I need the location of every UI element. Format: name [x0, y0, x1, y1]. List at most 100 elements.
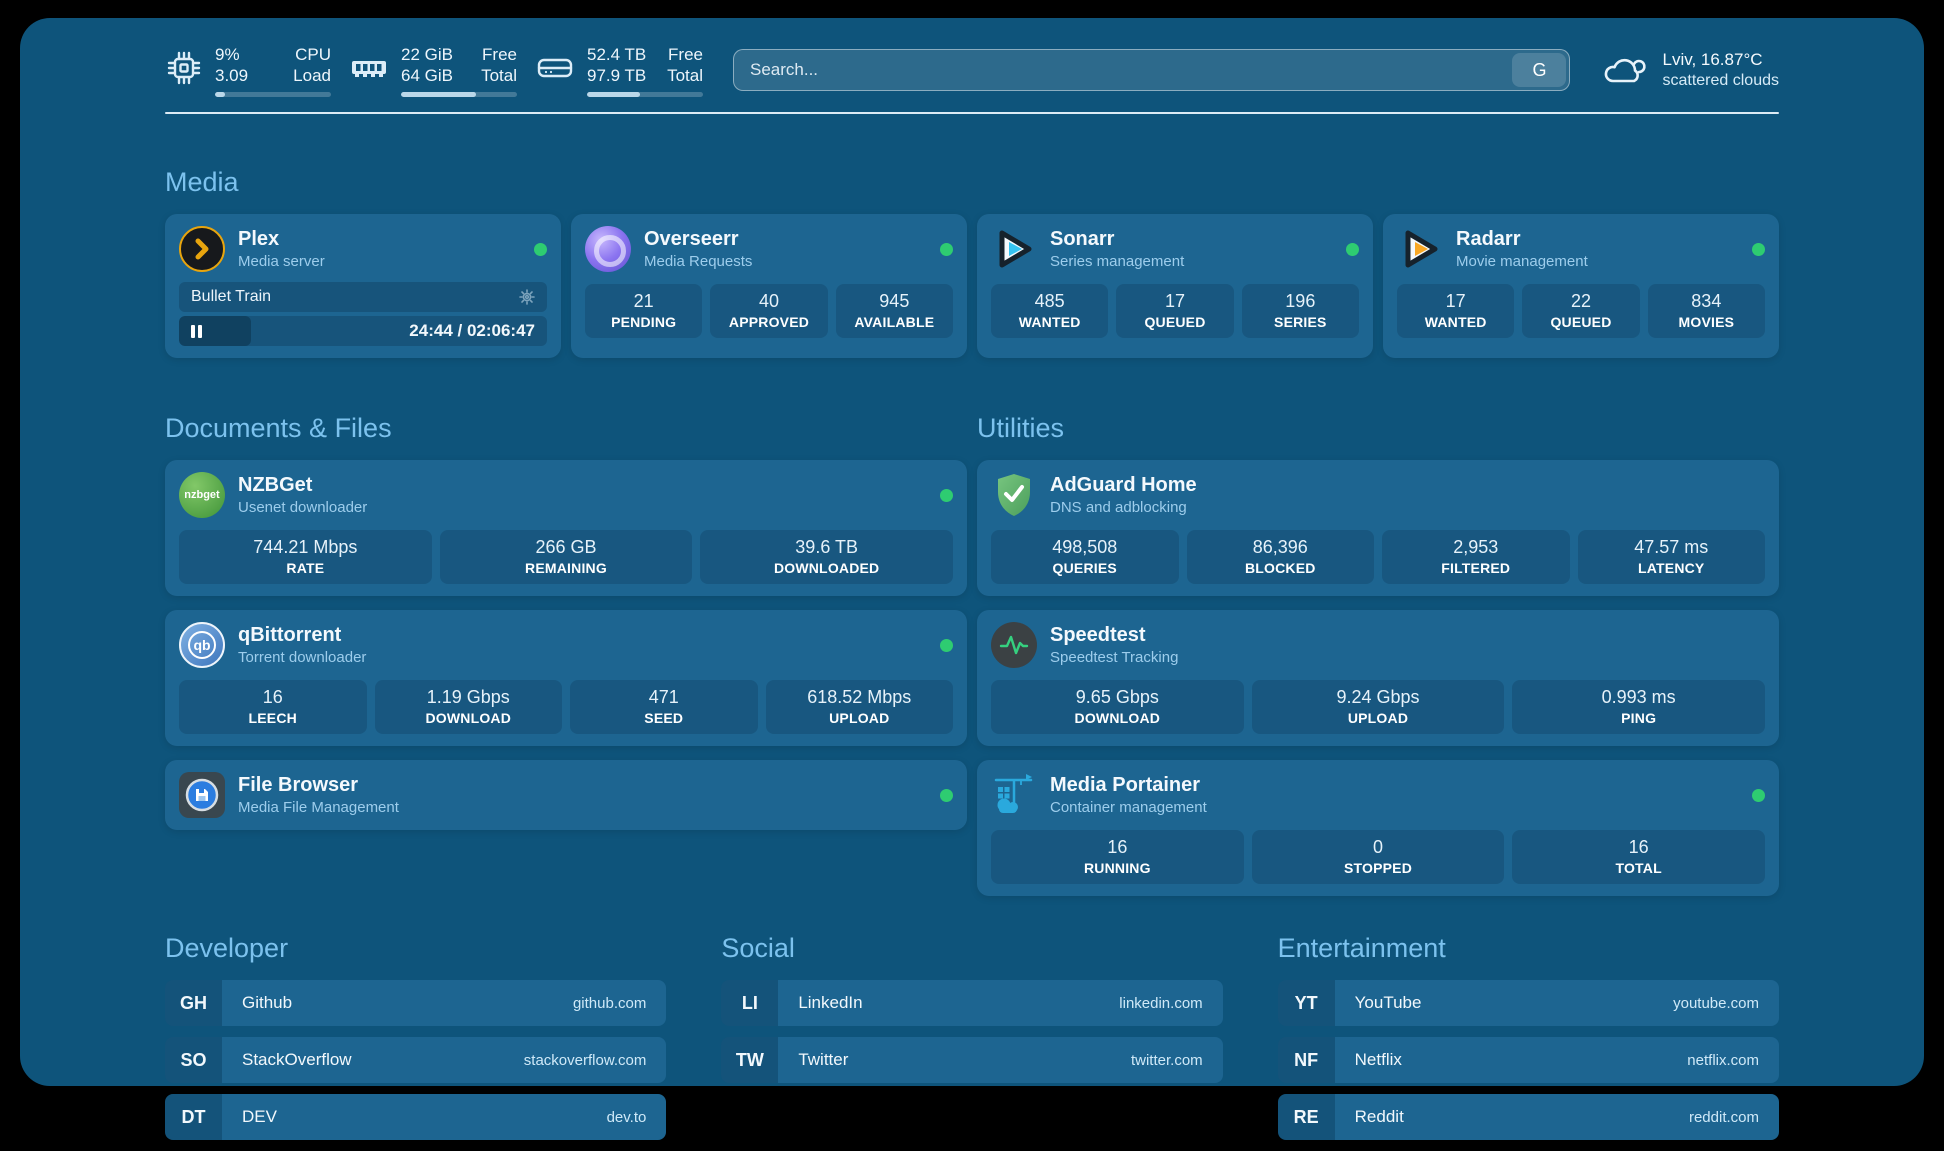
bookmark-reddit[interactable]: RE Reddit reddit.com: [1278, 1094, 1779, 1140]
now-playing-title: Bullet Train: [191, 288, 271, 306]
app-card-portainer[interactable]: Media Portainer Container management 16 …: [977, 760, 1779, 896]
disk-free-label: Free: [667, 44, 703, 65]
status-indicator: [1346, 243, 1359, 256]
bookmark-github[interactable]: GH Github github.com: [165, 980, 666, 1026]
bookmark-url: github.com: [573, 995, 646, 1012]
playback-progress-bar[interactable]: 24:44 / 02:06:47: [179, 316, 547, 346]
nzbget-icon: nzbget: [179, 472, 225, 518]
app-subtitle: Usenet downloader: [238, 498, 367, 517]
stat-box: 0 STOPPED: [1252, 830, 1505, 884]
status-indicator: [940, 639, 953, 652]
stat-box: 471 SEED: [570, 680, 758, 734]
bookmark-name: Twitter: [798, 1050, 848, 1070]
portainer-icon: [991, 772, 1037, 818]
stat-box: 22 QUEUED: [1522, 284, 1639, 338]
search-input[interactable]: [734, 50, 1509, 90]
bookmark-youtube[interactable]: YT YouTube youtube.com: [1278, 980, 1779, 1026]
search-engine-button[interactable]: G: [1512, 53, 1566, 87]
section-title-developer: Developer: [165, 932, 666, 964]
app-card-filebrowser[interactable]: File Browser Media File Management: [165, 760, 967, 830]
stat-box: 40 APPROVED: [710, 284, 827, 338]
section-title-utilities: Utilities: [977, 412, 1779, 444]
app-card-sonarr[interactable]: Sonarr Series management 485 WANTED 17 Q…: [977, 214, 1373, 358]
app-card-speedtest[interactable]: Speedtest Speedtest Tracking 9.65 Gbps D…: [977, 610, 1779, 746]
filebrowser-icon: [179, 772, 225, 818]
app-card-adguard[interactable]: AdGuard Home DNS and adblocking 498,508 …: [977, 460, 1779, 596]
stat-box: 9.24 Gbps UPLOAD: [1252, 680, 1505, 734]
app-name: File Browser: [238, 773, 399, 798]
bookmark-abbr: GH: [165, 980, 222, 1026]
bookmark-name: Reddit: [1355, 1107, 1404, 1127]
bookmark-name: Netflix: [1355, 1050, 1402, 1070]
adguard-icon: [991, 472, 1037, 518]
app-subtitle: Movie management: [1456, 252, 1588, 271]
sonarr-icon: [991, 226, 1037, 272]
bookmark-abbr: SO: [165, 1037, 222, 1083]
app-name: Media Portainer: [1050, 773, 1207, 798]
app-subtitle: Speedtest Tracking: [1050, 648, 1178, 667]
bookmark-url: stackoverflow.com: [524, 1052, 647, 1069]
cpu-progress-bar: [215, 92, 331, 97]
cpu-usage-label: CPU: [293, 44, 331, 65]
app-name: qBittorrent: [238, 623, 366, 648]
bookmark-url: twitter.com: [1131, 1052, 1203, 1069]
bookmark-dev[interactable]: DT DEV dev.to: [165, 1094, 666, 1140]
stat-box: 21 PENDING: [585, 284, 702, 338]
bookmark-group-developer: Developer GH Github github.com SO StackO…: [165, 896, 666, 1151]
memory-progress-bar: [401, 92, 517, 97]
section-title-entertainment: Entertainment: [1278, 932, 1779, 964]
bookmark-linkedin[interactable]: LI LinkedIn linkedin.com: [721, 980, 1222, 1026]
app-card-overseerr[interactable]: Overseerr Media Requests 21 PENDING 40 A…: [571, 214, 967, 358]
bookmark-abbr: NF: [1278, 1037, 1335, 1083]
bookmark-url: netflix.com: [1687, 1052, 1759, 1069]
bookmark-twitter[interactable]: TW Twitter twitter.com: [721, 1037, 1222, 1083]
pause-icon[interactable]: [191, 325, 202, 338]
stat-box: 1.19 Gbps DOWNLOAD: [375, 680, 563, 734]
disk-progress-bar: [587, 92, 703, 97]
status-indicator: [1752, 243, 1765, 256]
app-name: Overseerr: [644, 227, 752, 252]
app-name: NZBGet: [238, 473, 367, 498]
weather-condition: scattered clouds: [1662, 71, 1779, 91]
memory-free-value: 22 GiB: [401, 44, 463, 65]
status-indicator: [940, 789, 953, 802]
stat-box: 39.6 TB DOWNLOADED: [700, 530, 953, 584]
utilities-column: Utilities: [977, 358, 1779, 896]
app-card-nzbget[interactable]: nzbget NZBGet Usenet downloader 744.21 M…: [165, 460, 967, 596]
stat-box: 17 WANTED: [1397, 284, 1514, 338]
app-name: Plex: [238, 227, 325, 252]
stat-box: 47.57 ms LATENCY: [1578, 530, 1766, 584]
cpu-load-label: Load: [293, 65, 331, 86]
search-bar: G: [733, 49, 1570, 91]
app-name: AdGuard Home: [1050, 473, 1197, 498]
bookmark-name: Github: [242, 993, 292, 1013]
bookmark-abbr: YT: [1278, 980, 1335, 1026]
disk-total-value: 97.9 TB: [587, 65, 649, 86]
disk-total-label: Total: [667, 65, 703, 86]
stat-box: 17 QUEUED: [1116, 284, 1233, 338]
weather-location-temp: Lviv, 16.87°C: [1662, 49, 1779, 71]
app-card-plex[interactable]: Plex Media server Bullet Train: [165, 214, 561, 358]
bookmark-abbr: RE: [1278, 1094, 1335, 1140]
speedtest-icon: [991, 622, 1037, 668]
gear-icon[interactable]: [519, 289, 535, 305]
stat-box: 16 LEECH: [179, 680, 367, 734]
app-subtitle: DNS and adblocking: [1050, 498, 1197, 517]
app-subtitle: Media server: [238, 252, 325, 271]
app-card-radarr[interactable]: Radarr Movie management 17 WANTED 22 QUE…: [1383, 214, 1779, 358]
app-subtitle: Container management: [1050, 798, 1207, 817]
bookmark-name: YouTube: [1355, 993, 1422, 1013]
documents-column: Documents & Files nzbget NZBGet Usenet d…: [165, 358, 967, 896]
cpu-stat-widget: 9% CPU 3.09 Load: [165, 44, 331, 97]
dashboard: 9% CPU 3.09 Load: [20, 18, 1924, 1086]
bookmark-stackoverflow[interactable]: SO StackOverflow stackoverflow.com: [165, 1037, 666, 1083]
bookmark-netflix[interactable]: NF Netflix netflix.com: [1278, 1037, 1779, 1083]
weather-widget[interactable]: Lviv, 16.87°C scattered clouds: [1600, 49, 1779, 91]
section-title-social: Social: [721, 932, 1222, 964]
app-card-qbittorrent[interactable]: qb qBittorrent Torrent downloader 16 LEE…: [165, 610, 967, 746]
app-name: Sonarr: [1050, 227, 1184, 252]
app-subtitle: Series management: [1050, 252, 1184, 271]
app-name: Speedtest: [1050, 623, 1178, 648]
status-indicator: [534, 243, 547, 256]
memory-icon: [349, 49, 389, 87]
